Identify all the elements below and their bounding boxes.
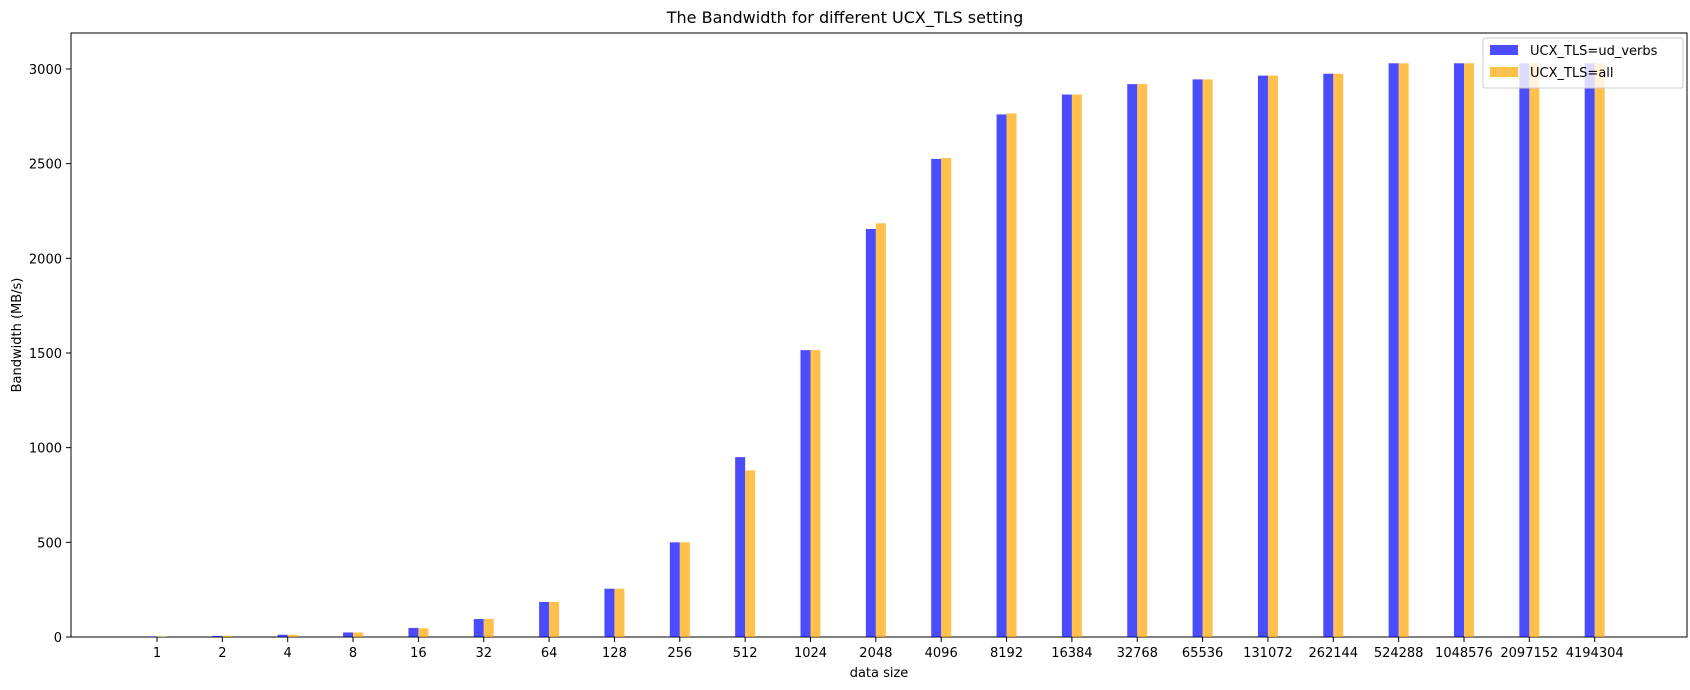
bar-all bbox=[941, 157, 952, 637]
bar-all bbox=[875, 223, 886, 638]
y-tick-label: 3000 bbox=[29, 63, 62, 78]
x-tick-label: 64 bbox=[541, 646, 558, 661]
bar-all bbox=[222, 635, 233, 637]
bar-all bbox=[1594, 63, 1605, 637]
x-tick-label: 32 bbox=[475, 646, 492, 661]
bar-all bbox=[679, 542, 690, 637]
bar-all bbox=[549, 601, 560, 637]
bar-all bbox=[353, 632, 364, 637]
bar-all bbox=[745, 470, 756, 637]
bar-all bbox=[1006, 113, 1017, 638]
x-tick-label: 8192 bbox=[990, 646, 1023, 661]
legend: UCX_TLS=ud_verbs UCX_TLS=all bbox=[1482, 37, 1684, 89]
x-tick-label: 262144 bbox=[1308, 646, 1358, 661]
bar-ud-verbs bbox=[408, 627, 419, 637]
bar-all bbox=[1267, 75, 1278, 638]
bar-ud-verbs bbox=[1454, 63, 1464, 637]
bar-ud-verbs bbox=[1192, 79, 1203, 637]
x-tick-label: 512 bbox=[733, 646, 758, 661]
y-axis: 0 500 1000 1500 2000 2500 3000 bbox=[29, 63, 71, 646]
y-tick-label: 1500 bbox=[29, 347, 62, 362]
x-tick-label: 4 bbox=[284, 646, 292, 661]
bar-all bbox=[1202, 79, 1213, 637]
y-tick-label: 2500 bbox=[29, 158, 62, 173]
x-tick-label: 256 bbox=[667, 646, 692, 661]
x-tick-label: 2097152 bbox=[1500, 646, 1558, 661]
x-tick-label: 4194304 bbox=[1566, 646, 1624, 661]
bar-ud-verbs bbox=[1388, 63, 1399, 637]
bar-all bbox=[287, 634, 298, 637]
x-tick-label: 32768 bbox=[1117, 646, 1158, 661]
y-tick-label: 1000 bbox=[29, 442, 62, 457]
x-tick-label: 4096 bbox=[925, 646, 958, 661]
bar-ud-verbs bbox=[669, 542, 680, 637]
bar-all bbox=[614, 588, 625, 637]
bar-all bbox=[483, 619, 494, 637]
bar-ud-verbs bbox=[277, 634, 288, 637]
x-tick-label: 65536 bbox=[1182, 646, 1223, 661]
bar-all bbox=[810, 350, 821, 637]
bar-ud-verbs bbox=[147, 636, 157, 637]
bar-ud-verbs bbox=[1584, 63, 1595, 637]
bar-ud-verbs bbox=[1323, 73, 1334, 637]
bar-ud-verbs bbox=[1127, 84, 1138, 637]
x-tick-label: 128 bbox=[602, 646, 627, 661]
bar-all bbox=[157, 636, 167, 637]
x-tick-label: 8 bbox=[349, 646, 357, 661]
bar-all bbox=[1071, 94, 1082, 637]
bar-ud-verbs bbox=[865, 228, 876, 637]
bar-all bbox=[1137, 84, 1148, 637]
bar-ud-verbs bbox=[1257, 75, 1268, 638]
bar-all bbox=[1333, 73, 1344, 637]
legend-box bbox=[1482, 37, 1684, 89]
legend-label-ud-verbs: UCX_TLS=ud_verbs bbox=[1530, 44, 1658, 59]
bar-ud-verbs bbox=[473, 619, 484, 637]
y-tick-label: 500 bbox=[37, 536, 62, 551]
y-axis-label: Bandwidth (MB/s) bbox=[10, 278, 25, 393]
bar-ud-verbs bbox=[604, 588, 615, 637]
y-tick-label: 2000 bbox=[29, 252, 62, 267]
bar-all bbox=[1529, 63, 1540, 637]
bar-ud-verbs bbox=[343, 632, 354, 637]
x-tick-label: 16 bbox=[410, 646, 427, 661]
legend-swatch-ud-verbs bbox=[1490, 45, 1518, 55]
bar-ud-verbs bbox=[212, 635, 223, 637]
legend-label-all: UCX_TLS=all bbox=[1530, 66, 1614, 81]
bar-all bbox=[1464, 63, 1474, 637]
bar-ud-verbs bbox=[996, 114, 1007, 637]
x-tick-label: 2048 bbox=[859, 646, 892, 661]
x-tick-label: 1048576 bbox=[1435, 646, 1493, 661]
bar-ud-verbs bbox=[1061, 94, 1072, 637]
x-tick-label: 2 bbox=[218, 646, 226, 661]
x-tick-label: 1024 bbox=[794, 646, 827, 661]
x-tick-label: 1 bbox=[153, 646, 161, 661]
x-tick-label: 131072 bbox=[1243, 646, 1293, 661]
x-axis-label: data size bbox=[850, 666, 909, 681]
y-tick-label: 0 bbox=[54, 631, 62, 646]
bar-ud-verbs bbox=[539, 601, 550, 637]
bar-series-group bbox=[147, 63, 1605, 638]
x-tick-label: 524288 bbox=[1374, 646, 1424, 661]
bar-ud-verbs bbox=[735, 457, 746, 637]
x-axis: 1 2 4 8 16 32 64 128 256 512 1024 2048 4096 8192 16384… bbox=[153, 637, 1624, 661]
bar-ud-verbs bbox=[1519, 63, 1530, 637]
chart-title: The Bandwidth for different UCX_TLS sett… bbox=[666, 8, 1023, 28]
bar-ud-verbs bbox=[800, 350, 811, 637]
x-tick-label: 16384 bbox=[1051, 646, 1092, 661]
legend-swatch-all bbox=[1490, 67, 1518, 77]
bar-all bbox=[1398, 63, 1409, 637]
bar-all bbox=[418, 628, 429, 637]
bar-ud-verbs bbox=[931, 158, 942, 637]
